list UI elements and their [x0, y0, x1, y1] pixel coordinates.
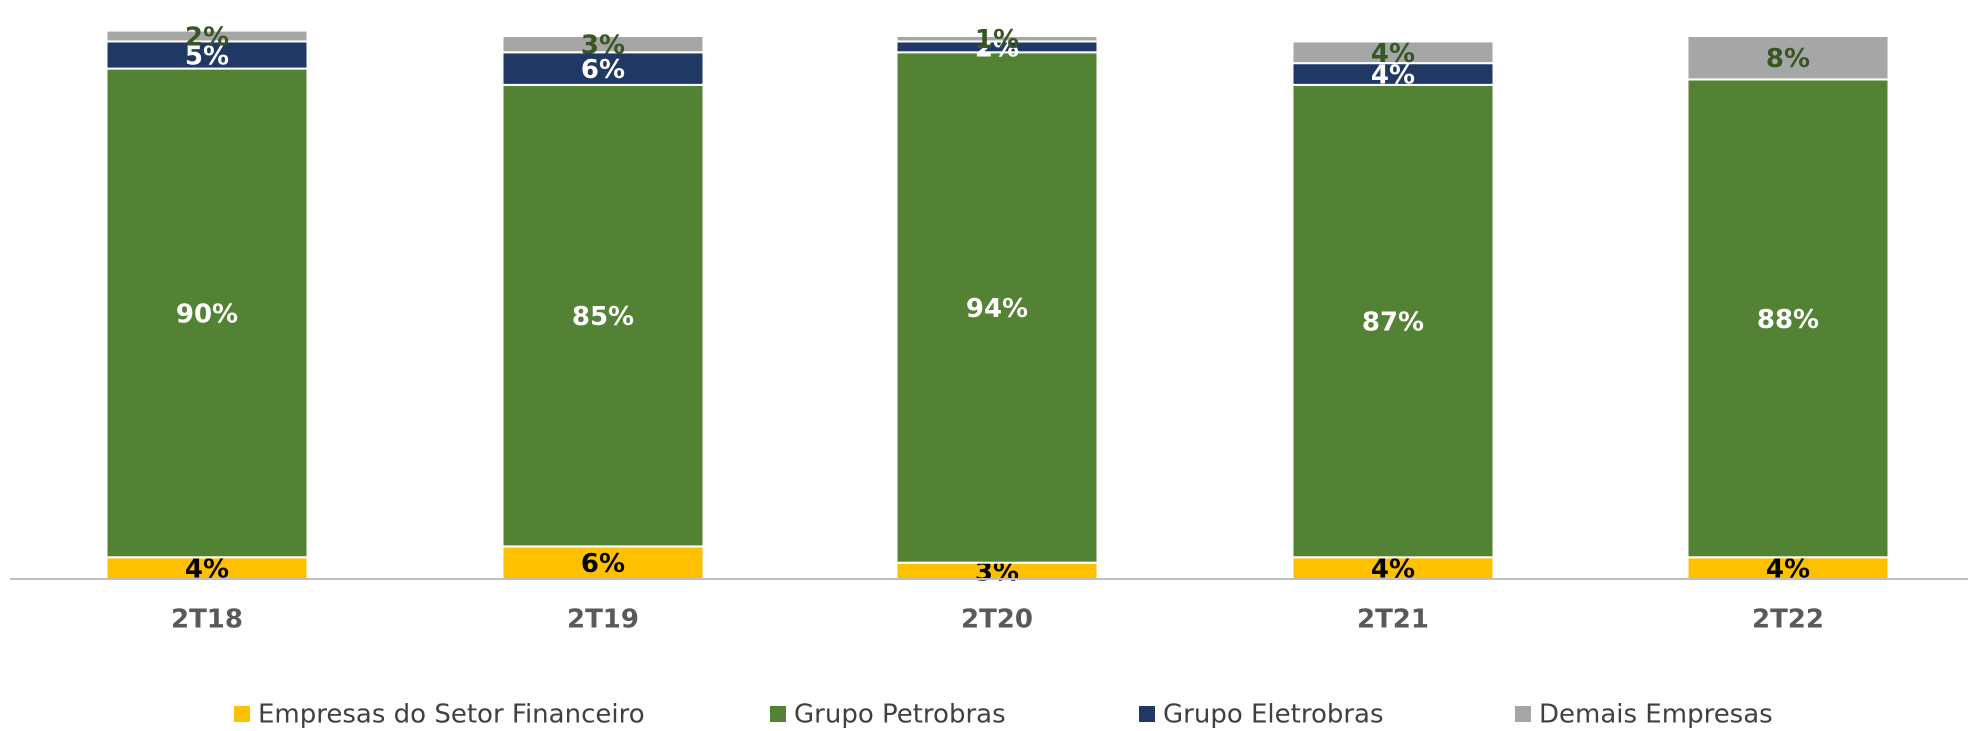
legend-swatch [1515, 706, 1531, 722]
data-label: 88% [1757, 305, 1819, 335]
legend-swatch [1139, 706, 1155, 722]
legend-label: Grupo Petrobras [794, 700, 1006, 730]
data-label: 4% [1371, 61, 1415, 91]
data-label: 1% [975, 25, 1019, 55]
bar-segment [895, 51, 1099, 564]
legend-label: Empresas do Setor Financeiro [258, 700, 645, 730]
data-label: 85% [572, 302, 634, 332]
data-label: 5% [185, 42, 229, 72]
bar-segment [1291, 40, 1495, 65]
x-tick-label: 2T21 [1357, 605, 1429, 635]
legend-label: Demais Empresas [1539, 700, 1773, 730]
bar-segment [1291, 83, 1495, 559]
x-tick-label: 2T20 [961, 605, 1033, 635]
legend-swatch [234, 706, 250, 722]
bar-segment [1686, 35, 1890, 81]
data-label: 6% [581, 549, 625, 579]
legend-swatch [770, 706, 786, 722]
data-label: 2% [185, 23, 229, 53]
data-label: 4% [1766, 555, 1810, 585]
data-label: 8% [1766, 44, 1810, 74]
data-label: 3% [581, 31, 625, 61]
data-label: 6% [581, 55, 625, 85]
x-tick-label: 2T18 [171, 605, 243, 635]
data-label: 4% [1371, 555, 1415, 585]
legend-label: Grupo Eletrobras [1163, 700, 1384, 730]
data-label: 4% [1371, 39, 1415, 69]
bar-segment [105, 67, 309, 559]
x-tick-label: 2T22 [1752, 605, 1824, 635]
bar-segment [1686, 78, 1890, 559]
bar-segment [105, 29, 309, 43]
data-label: 94% [966, 294, 1028, 324]
x-tick-label: 2T19 [567, 605, 639, 635]
data-label: 90% [176, 299, 238, 329]
bar-segment [895, 35, 1099, 43]
bar-segment [501, 35, 705, 54]
data-label: 4% [185, 555, 229, 585]
data-label: 87% [1362, 308, 1424, 338]
